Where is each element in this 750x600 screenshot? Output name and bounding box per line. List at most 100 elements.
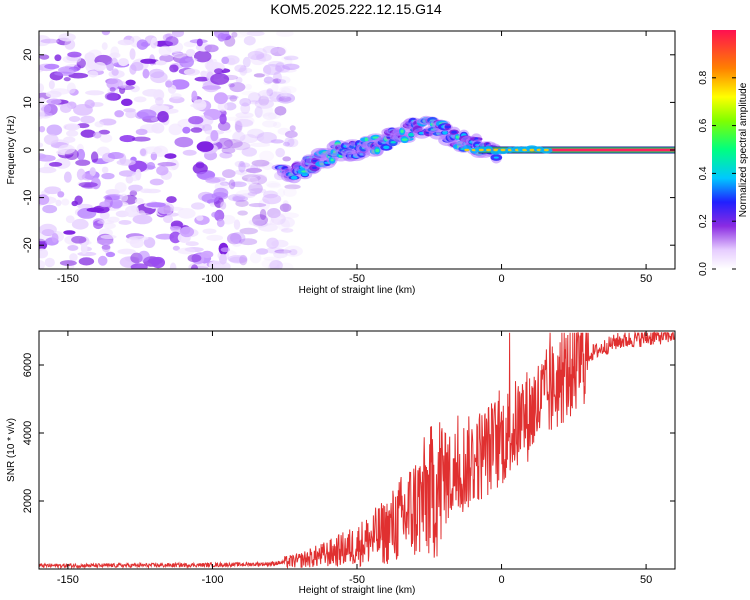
spectrogram-blob: [190, 264, 199, 269]
spectrogram-blob: [261, 259, 278, 269]
spectrogram-blob: [136, 109, 157, 120]
spectrogram-blob: [220, 247, 231, 253]
spectrogram-blob: [63, 76, 71, 82]
spectrogram-blob: [223, 139, 243, 149]
spectrogram-blob: [280, 217, 295, 228]
spectrogram-blob: [117, 39, 134, 46]
snr-x-ticks: -150 -100 -50 0 50: [57, 331, 652, 586]
spectrogram-blob: [71, 235, 87, 244]
spectrogram-blob: [279, 212, 299, 219]
colorbar-tick-label: 0.0: [698, 262, 709, 276]
spectrogram-blob: [235, 199, 249, 207]
spectrogram-blob: [270, 139, 284, 144]
spectrogram-blob: [243, 35, 256, 46]
ridge-core: [451, 130, 457, 134]
spectrogram-blob: [282, 200, 290, 212]
spectrogram-blob: [110, 57, 118, 66]
spectrogram-blob: [97, 255, 108, 266]
spectrogram-x-tick-label: -50: [349, 273, 365, 285]
spectrogram-blob: [101, 31, 111, 36]
spectrogram-blob: [275, 62, 285, 73]
spectrogram-blob: [262, 63, 282, 75]
spectrogram-blob: [76, 148, 86, 161]
spectrogram-blob: [255, 215, 275, 227]
spectrogram-blob: [213, 92, 228, 105]
spectrogram-blob: [210, 73, 230, 85]
spectrogram-blob: [262, 193, 282, 205]
colorbar-gradient: [712, 30, 736, 269]
spectrogram-blob: [46, 124, 63, 136]
spectrogram-blob: [116, 159, 136, 166]
spectrogram-blob: [272, 71, 282, 84]
spectrogram-blob: [231, 239, 243, 247]
spectrogram-blob: [280, 90, 288, 99]
spectrogram-x-tick-label: -100: [201, 273, 223, 285]
ridge-core: [330, 158, 334, 162]
spectrogram-blob: [140, 188, 152, 194]
spectrogram-blob: [273, 250, 288, 259]
spectrogram-blob: [229, 82, 246, 93]
spectrogram-blob: [149, 68, 165, 79]
spectrogram-blob: [278, 76, 291, 84]
spectrogram-blob: [170, 226, 182, 231]
spectrogram-blob: [272, 121, 282, 129]
spectrogram-blob: [119, 135, 136, 143]
spectrogram-blob: [247, 50, 265, 61]
spectrogram-blob: [284, 184, 301, 190]
spectrogram-blob: [201, 193, 219, 204]
colorbar-label: Normalized spectral amplitude: [738, 82, 749, 217]
spectrogram-blob: [143, 237, 156, 249]
spectrogram-blob: [230, 232, 246, 244]
spectrogram-blob: [256, 53, 272, 62]
spectrogram-blob: [50, 88, 70, 95]
spectrogram-blob: [159, 54, 174, 63]
spectrogram-blob: [39, 100, 44, 109]
spectrogram-blob: [55, 199, 62, 207]
colorbar-tick-label: 0.2: [698, 214, 709, 228]
spectrogram-blob: [247, 128, 265, 139]
spectrogram-blob: [74, 195, 83, 205]
spectrogram-blob: [125, 79, 136, 86]
snr-x-tick-label: 50: [640, 574, 652, 586]
spectrogram-x-ticks: -150 -100 -50 0 50: [57, 31, 652, 285]
spectrogram-blob: [158, 45, 172, 57]
snr-series-line: [39, 331, 675, 569]
spectrogram-blob: [263, 64, 272, 77]
snr-y-label: SNR (10 * v/v): [6, 418, 17, 482]
spectrogram-blob: [289, 248, 298, 256]
ridge-core: [383, 145, 390, 150]
spectrogram-blob: [67, 245, 79, 251]
spectrogram-blob: [241, 147, 257, 157]
snr-x-tick-label: -150: [57, 574, 79, 586]
spectrogram-blob: [63, 171, 72, 183]
spectrogram-blob: [201, 250, 214, 259]
spectrogram-blob: [267, 207, 281, 219]
spectrogram-y-tick-label: -20: [22, 237, 34, 253]
spectrogram-blob: [44, 186, 62, 195]
spectrogram-blob: [169, 64, 179, 73]
spectrogram-blob: [162, 215, 174, 224]
spectrogram-blob: [267, 263, 281, 269]
spectrogram-blob: [48, 80, 55, 90]
colorbar-tick-label: 0.8: [698, 70, 709, 84]
spectrogram-blob: [227, 193, 246, 202]
spectrogram-blob: [220, 201, 227, 210]
spectrogram-blob: [39, 54, 50, 60]
spectrogram-blob: [125, 237, 140, 244]
spectrogram-blob: [275, 79, 287, 84]
spectrogram-blob: [172, 245, 180, 251]
spectrogram-blob: [283, 245, 303, 257]
spectrogram-blob: [247, 191, 258, 196]
spectrogram-blob: [239, 162, 251, 168]
spectrogram-blob: [125, 110, 138, 119]
spectrogram-blob: [254, 98, 274, 109]
spectrogram-y-tick-label: -10: [22, 190, 34, 206]
spectrogram-blob: [237, 210, 248, 216]
spectrogram-blob: [255, 104, 274, 117]
spectrogram-blob: [100, 234, 117, 239]
spectrogram-blob: [230, 181, 247, 188]
spectrogram-blob: [191, 202, 205, 210]
spectrogram-blob: [65, 215, 75, 224]
